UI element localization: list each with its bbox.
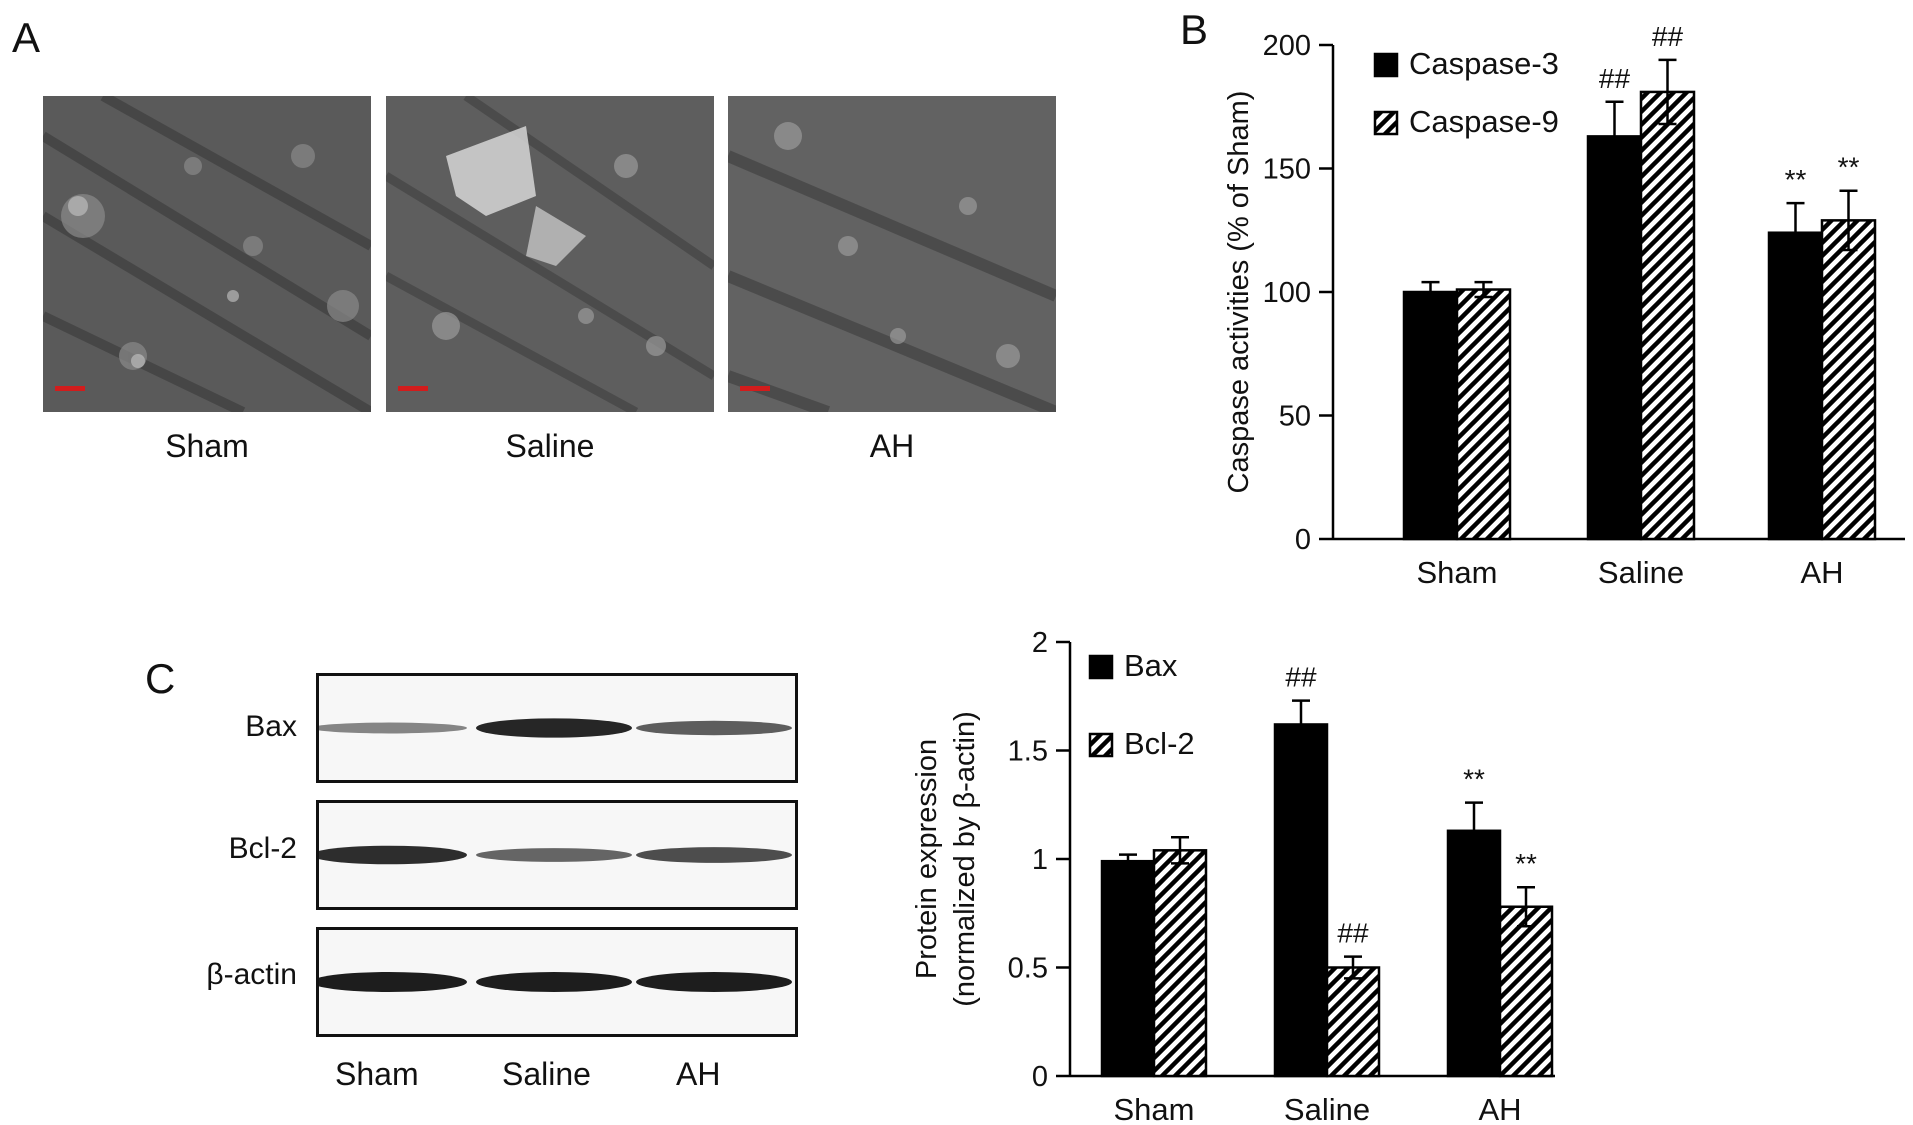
blot-label-bax: Bax <box>245 710 297 743</box>
x-tick-label: Saline <box>1598 555 1684 590</box>
significance-mark: ## <box>1337 918 1369 949</box>
band-bax-ah <box>636 720 792 736</box>
band-bcl-2-ah <box>636 847 792 863</box>
blot-strip-bcl2 <box>311 800 798 910</box>
bar-caspase-3-sham <box>1402 290 1459 541</box>
legend-swatch-bcl-2 <box>1088 732 1114 758</box>
legend-swatch-bax <box>1088 654 1114 680</box>
y-tick-label: 0.5 <box>1008 953 1048 985</box>
bar-bcl-2-sham <box>1152 849 1208 1078</box>
bar-bax-sham <box>1100 859 1156 1078</box>
band-bcl-2-sham <box>311 845 467 865</box>
bar-caspase-3-saline <box>1586 135 1643 541</box>
legend-label-caspase-3: Caspase-3 <box>1409 46 1559 81</box>
significance-mark: ## <box>1599 63 1631 94</box>
y-axis-label: Caspase activities (% of Sham) <box>1223 91 1255 494</box>
micrograph-label-saline: Saline <box>505 428 595 464</box>
significance-mark: ## <box>1285 662 1317 693</box>
y-tick-label: 2 <box>1032 627 1048 659</box>
legend-label-bcl-2: Bcl-2 <box>1124 726 1195 761</box>
micrograph-saline <box>386 96 714 412</box>
blot-label-bcl2: Bcl-2 <box>228 832 297 865</box>
panel-letter-a: A <box>12 14 41 61</box>
bar-bax-ah <box>1446 829 1502 1078</box>
micrograph-ah <box>728 96 1056 412</box>
y-tick-label: 1.5 <box>1008 736 1048 768</box>
blot-strip-beta-actin <box>311 927 798 1037</box>
band-actin-ah <box>636 972 792 992</box>
significance-mark: ** <box>1785 164 1807 195</box>
y-tick-label: 200 <box>1263 30 1311 62</box>
y-axis-label: Protein expression <box>911 739 943 979</box>
band-bax-saline <box>476 718 632 738</box>
significance-mark: ** <box>1463 764 1485 795</box>
bar-caspase-3-ah <box>1767 231 1824 541</box>
panel-letter-b: B <box>1180 6 1209 53</box>
legend-label-bax: Bax <box>1124 648 1178 683</box>
blot-label-beta-actin: β-actin <box>206 958 297 991</box>
blot-lane-ah: AH <box>676 1056 721 1092</box>
legend-swatch-caspase-3 <box>1373 52 1399 78</box>
micrograph-label-sham: Sham <box>165 428 249 464</box>
bar-bcl-2-saline <box>1325 966 1381 1078</box>
micrograph-label-ah: AH <box>869 428 915 464</box>
x-tick-label: AH <box>1800 555 1843 590</box>
blot-lane-sham: Sham <box>335 1056 419 1092</box>
significance-mark: ** <box>1838 152 1860 183</box>
blot-strip-bax <box>311 673 798 783</box>
y-tick-label: 1 <box>1032 844 1048 876</box>
protein-bar-chart: 0 0.5 1 1.5 2 Protein expression (normalized b… <box>911 627 1555 1125</box>
legend-label-caspase-9: Caspase-9 <box>1409 104 1559 139</box>
y-tick-label: 50 <box>1279 401 1311 433</box>
band-actin-saline <box>476 972 632 992</box>
bar-bax-saline <box>1273 723 1329 1078</box>
y-tick-label: 100 <box>1263 277 1311 309</box>
bar-caspase-9-ah <box>1820 219 1877 541</box>
x-tick-label: Sham <box>1417 555 1498 590</box>
x-tick-label: Saline <box>1284 1092 1370 1125</box>
y-tick-label: 0 <box>1295 524 1311 556</box>
bar-caspase-9-saline <box>1639 90 1696 541</box>
bar-caspase-9-sham <box>1455 288 1512 541</box>
y-tick-label: 150 <box>1263 154 1311 186</box>
y-tick-label: 0 <box>1032 1061 1048 1093</box>
band-bcl-2-saline <box>476 848 632 862</box>
x-tick-label: AH <box>1478 1092 1521 1125</box>
bar-bcl-2-ah <box>1498 905 1554 1078</box>
micrograph-sham <box>43 96 371 412</box>
blot-lane-saline: Saline <box>502 1056 591 1092</box>
significance-mark: ## <box>1652 21 1684 52</box>
significance-mark: ** <box>1515 848 1537 879</box>
x-tick-label: Sham <box>1114 1092 1195 1125</box>
band-bax-sham <box>311 722 467 734</box>
legend-swatch-caspase-9 <box>1373 110 1399 136</box>
panel-letter-c: C <box>145 655 176 702</box>
band-actin-sham <box>311 972 467 992</box>
y-axis-label: (normalized by β-actin) <box>949 711 981 1007</box>
